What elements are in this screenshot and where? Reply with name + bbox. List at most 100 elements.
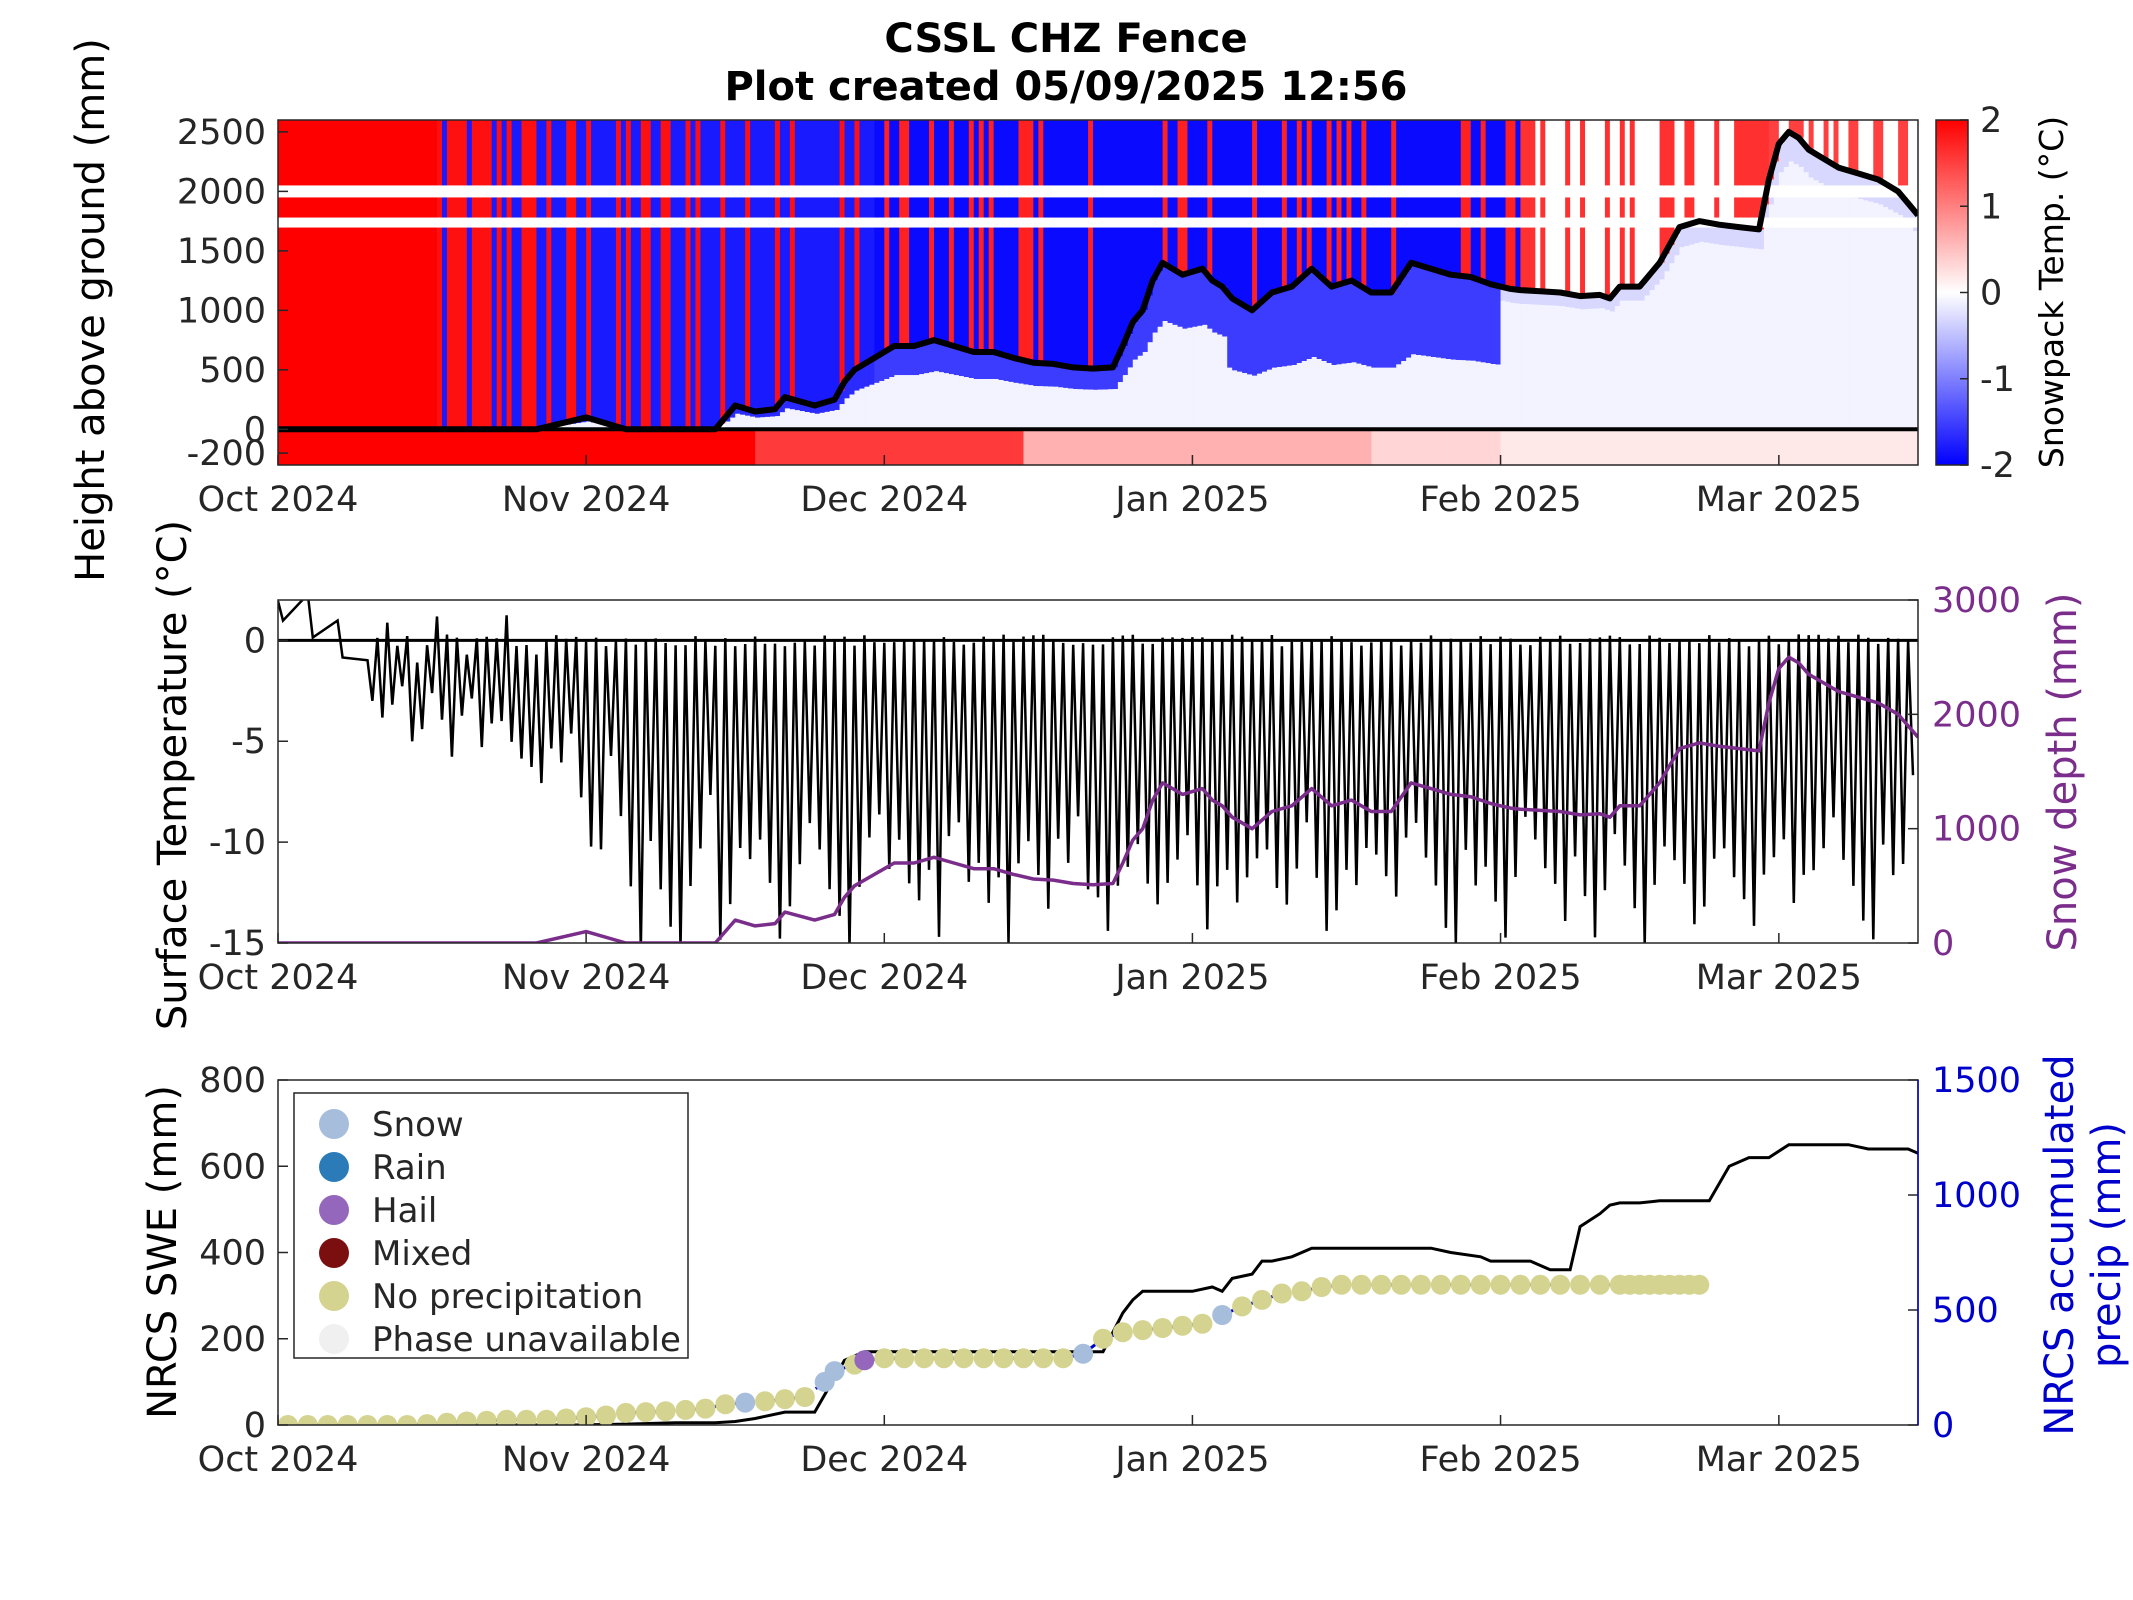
precip-point xyxy=(1689,1274,1710,1295)
y2-tick-label: 1500 xyxy=(1932,1061,2021,1101)
precip-point xyxy=(1013,1348,1034,1369)
precip-point xyxy=(1172,1315,1193,1336)
precip-point xyxy=(1570,1274,1591,1295)
precip-point xyxy=(874,1348,895,1369)
precip-point xyxy=(635,1402,656,1423)
surface-temperature-line xyxy=(278,600,1915,943)
x-tick-label: Mar 2025 xyxy=(1696,958,1862,998)
legend-label: Mixed xyxy=(372,1234,472,1274)
x-tick-label: Mar 2025 xyxy=(1696,480,1862,520)
y-axis-label: Height above ground (mm) xyxy=(68,38,114,582)
precip-point xyxy=(556,1408,577,1425)
y2-tick-label: 0 xyxy=(1932,1406,1954,1446)
legend-marker xyxy=(319,1195,349,1225)
precip-point xyxy=(973,1348,994,1369)
legend-label: Phase unavailable xyxy=(372,1320,681,1360)
precip-point xyxy=(1391,1274,1412,1295)
legend-label: No precipitation xyxy=(372,1277,643,1317)
precip-point xyxy=(1232,1296,1253,1317)
plot-area xyxy=(278,600,1918,943)
y-tick-label: 1000 xyxy=(177,291,266,331)
colorbar-tick-label: 0 xyxy=(1980,274,2002,314)
x-tick-label: Jan 2025 xyxy=(1113,958,1269,998)
precip-point xyxy=(337,1415,358,1425)
surface-temperature-panel: 0 -5 -10 -15 3000 2000 1000 0 Oct 2024 Nov 2024 De… xyxy=(150,520,2086,1030)
precip-point xyxy=(417,1414,438,1425)
precip-point xyxy=(1093,1328,1113,1349)
precip-point xyxy=(596,1405,616,1425)
x-tick-label: Jan 2025 xyxy=(1113,480,1269,520)
precip-point xyxy=(1510,1274,1531,1295)
precip-point xyxy=(1271,1283,1292,1304)
legend-box xyxy=(293,1092,689,1359)
y-tick-label: 2500 xyxy=(177,113,266,153)
precip-point xyxy=(397,1415,418,1425)
y-tick-label: 2000 xyxy=(177,172,266,212)
precip-point xyxy=(1192,1313,1213,1334)
y-axis-label: NRCS SWE (mm) xyxy=(140,1085,186,1419)
y-tick-label: 1500 xyxy=(177,232,266,272)
x-tick-label: Dec 2024 xyxy=(800,958,968,998)
y2-tick-label: 1000 xyxy=(1932,1176,2021,1216)
colorbar-label: Snowpack Temp. (°C) xyxy=(2032,116,2071,468)
precip-point xyxy=(695,1398,716,1419)
figure-subtitle: Plot created 05/09/2025 12:56 xyxy=(724,64,1407,110)
precip-point xyxy=(755,1391,775,1412)
y2-tick-label: 3000 xyxy=(1932,581,2021,621)
precip-point xyxy=(1252,1289,1272,1310)
precip-point xyxy=(1073,1343,1094,1364)
x-tick-label: Nov 2024 xyxy=(502,480,671,520)
precip-point xyxy=(1132,1320,1153,1341)
legend-label: Rain xyxy=(372,1148,447,1188)
y-axis-label: Surface Temperature (°C) xyxy=(150,520,196,1030)
precip-point xyxy=(476,1410,497,1425)
legend-marker xyxy=(319,1152,349,1182)
precip-point xyxy=(774,1389,795,1410)
precip-point xyxy=(953,1348,974,1369)
y-tick-label: 800 xyxy=(199,1061,266,1101)
legend-marker xyxy=(319,1281,349,1311)
plot-frame xyxy=(277,599,1919,944)
precip-point xyxy=(1530,1274,1551,1295)
precip-point xyxy=(456,1411,477,1425)
y-tick-label: -200 xyxy=(187,434,266,474)
y2-axis-label: precip (mm) xyxy=(2084,1122,2130,1368)
precip-point xyxy=(675,1399,696,1420)
missing-sensor-band xyxy=(278,217,1918,228)
snow-depth-overlay-line xyxy=(278,128,1918,433)
colorbar-tick-label: 2 xyxy=(1980,101,2002,141)
precip-point xyxy=(1152,1318,1173,1338)
figure-title: CSSL CHZ Fence xyxy=(884,16,1247,62)
x-tick-label: Nov 2024 xyxy=(502,1440,671,1480)
precip-point xyxy=(1430,1274,1451,1295)
y2-tick-label: 2000 xyxy=(1932,695,2021,735)
y2-tick-label: 0 xyxy=(1932,924,1954,964)
precip-point xyxy=(1053,1348,1074,1369)
legend-marker xyxy=(319,1109,349,1139)
plot-frame xyxy=(277,119,1919,466)
precip-point xyxy=(615,1402,636,1423)
y-tick-label: 0 xyxy=(244,621,266,661)
x-tick-label: Dec 2024 xyxy=(800,480,968,520)
x-tick-label: Feb 2025 xyxy=(1419,1440,1581,1480)
snow-depth-line xyxy=(278,655,1918,943)
precip-point xyxy=(854,1350,875,1371)
precip-point xyxy=(437,1412,457,1425)
precip-point xyxy=(1351,1274,1372,1295)
precip-point xyxy=(824,1361,845,1382)
y-tick-label: 0 xyxy=(244,1406,266,1446)
precip-point xyxy=(357,1415,378,1425)
colorbar-tick-label: 1 xyxy=(1980,187,2002,227)
y-tick-label: -5 xyxy=(231,722,266,762)
precip-point xyxy=(1212,1305,1233,1325)
precip-point xyxy=(1589,1274,1610,1295)
y-tick-label: 0 xyxy=(244,410,266,450)
colorbar-tick-label: -2 xyxy=(1980,446,2015,486)
y-tick-label: 600 xyxy=(199,1147,266,1187)
y-tick-label: 400 xyxy=(199,1234,266,1274)
precip-point xyxy=(536,1409,557,1425)
precip-point xyxy=(1291,1281,1312,1302)
precip-point xyxy=(516,1409,537,1425)
legend-label: Snow xyxy=(372,1105,464,1145)
